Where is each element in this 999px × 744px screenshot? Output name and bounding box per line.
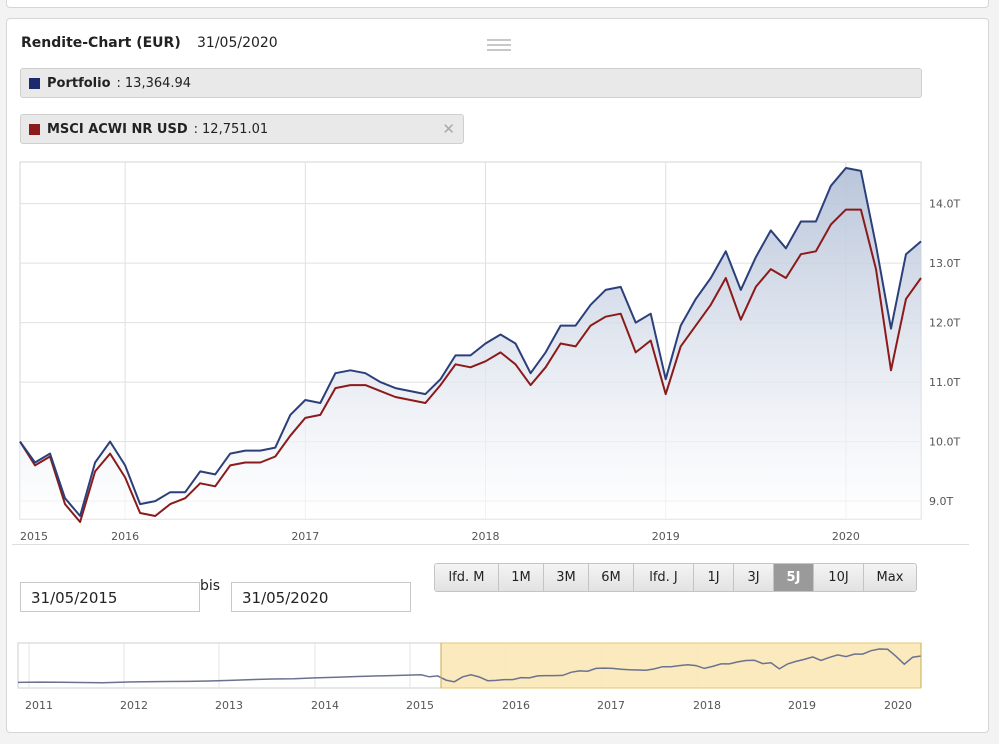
navigator-tick-label: 2014 [311,699,339,712]
x-tick-label: 2017 [291,530,319,543]
period-button-6m[interactable]: 6M [589,564,634,591]
legend-separator: : [193,121,199,137]
legend-value: 12,751.01 [202,121,269,137]
previous-panel-edge [6,0,989,8]
x-tick-label: 2018 [472,530,500,543]
chart-divider [12,544,969,545]
y-tick-label: 10.0T [929,436,960,449]
y-tick-label: 9.0T [929,495,953,508]
x-tick-label: 2019 [652,530,680,543]
y-tick-label: 11.0T [929,376,960,389]
portfolio-line [19,167,922,517]
navigator-tick-label: 2013 [215,699,243,712]
x-tick-label: 2020 [832,530,860,543]
navigator-tick-label: 2011 [25,699,53,712]
navigator-tick-label: 2019 [788,699,816,712]
legend-value: 13,364.94 [124,75,192,91]
x-tick-label: 2016 [111,530,139,543]
period-button-5j[interactable]: 5J [774,564,814,591]
legend-name: MSCI ACWI NR USD [47,121,188,137]
navigator-tick-label: 2018 [693,699,721,712]
start-date-input[interactable]: 31/05/2015 [20,582,200,612]
navigator-tick-label: 2015 [406,699,434,712]
period-button-10j[interactable]: 10J [814,564,864,591]
navigator-tick-label: 2020 [884,699,912,712]
end-date-input[interactable]: 31/05/2020 [231,582,411,612]
navigator-tick-label: 2017 [597,699,625,712]
bis-label: bis [200,578,221,594]
navigator-tick-label: 2012 [120,699,148,712]
legend-swatch [29,77,40,89]
period-button-lfd-j[interactable]: lfd. J [634,564,694,591]
legend-separator: : [116,75,121,91]
legend-swatch [29,123,40,135]
period-button-1j[interactable]: 1J [694,564,734,591]
benchmark-line [19,208,922,523]
y-tick-label: 14.0T [929,198,960,211]
x-tick-label: 2015 [20,530,48,543]
period-button-max[interactable]: Max [864,564,916,591]
period-button-group: lfd. M 1M 3M 6M lfd. J 1J 3J 5J 10J Max [434,563,917,592]
chart-title: Rendite-Chart (EUR) [21,35,181,51]
close-icon[interactable]: ✕ [442,120,455,138]
chart-date: 31/05/2020 [197,35,278,51]
period-button-lfd-m[interactable]: lfd. M [435,564,499,591]
period-button-3m[interactable]: 3M [544,564,589,591]
legend-item-1[interactable]: MSCI ACWI NR USD:12,751.01 ✕ [20,114,464,144]
navigator-tick-label: 2016 [502,699,530,712]
legend-item-0[interactable]: Portfolio:13,364.94 [20,68,922,98]
period-button-1m[interactable]: 1M [499,564,544,591]
period-button-3j[interactable]: 3J [734,564,774,591]
y-tick-label: 13.0T [929,257,960,270]
y-tick-label: 12.0T [929,317,960,330]
portfolio-area [20,168,921,519]
legend-name: Portfolio [47,75,111,91]
navigator-line [17,648,922,684]
drag-handle-icon[interactable] [487,39,511,51]
